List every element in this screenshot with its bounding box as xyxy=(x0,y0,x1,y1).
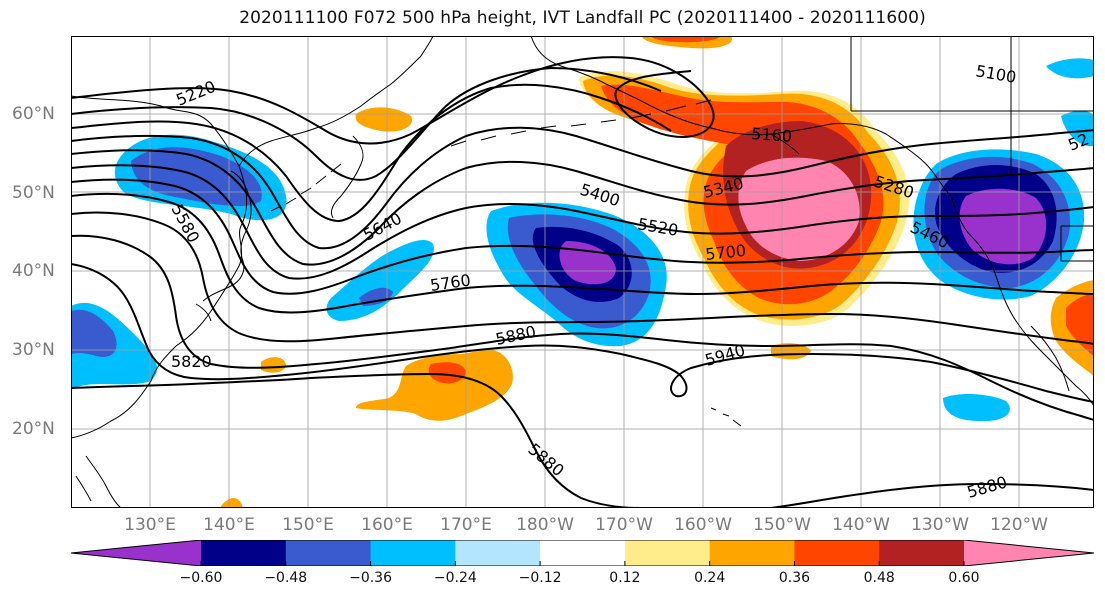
colorbar-tick-label: −0.60 xyxy=(179,570,223,586)
negative-ivt-region xyxy=(943,394,1010,422)
map-plot: 5220 5580 5640 5760 5820 5880 5400 5520 … xyxy=(71,36,1094,508)
colorbar-segment xyxy=(370,540,456,566)
lon-label: 160°E xyxy=(361,515,413,535)
lon-label: 150°E xyxy=(282,515,334,535)
lat-label: 50°N xyxy=(12,183,55,203)
colorbar-tick-label: −0.12 xyxy=(518,570,562,586)
lon-label: 120°W xyxy=(990,515,1048,535)
positive-ivt-region xyxy=(221,498,243,508)
colorbar-segment xyxy=(879,540,965,566)
lat-label: 60°N xyxy=(12,104,55,124)
height-contours xyxy=(71,56,1094,508)
negative-ivt-region xyxy=(71,302,158,388)
lon-label: 160°W xyxy=(674,515,732,535)
colorbar-tick-label: 0.60 xyxy=(948,570,980,586)
colorbar-segment xyxy=(455,540,541,566)
negative-ivt-region xyxy=(1061,110,1094,147)
colorbar-tick-label: 0.12 xyxy=(609,570,641,586)
lon-label: 170°E xyxy=(440,515,492,535)
lat-label: 30°N xyxy=(12,340,55,360)
negative-ivt-region xyxy=(1046,58,1094,79)
colorbar-extend-min xyxy=(71,540,201,566)
colorbar-tick-label: 0.36 xyxy=(778,570,811,586)
contour-label: 5820 xyxy=(171,352,212,371)
coastlines xyxy=(71,36,1094,508)
lon-label: 130°E xyxy=(124,515,176,535)
map-border xyxy=(71,36,1094,508)
positive-ivt-region xyxy=(356,349,513,421)
colorbar-tick-label: −0.24 xyxy=(433,570,477,586)
figure-title: 2020111100 F072 500 hPa height, IVT Land… xyxy=(239,8,926,28)
colorbar-segment xyxy=(201,540,287,566)
lat-label: 20°N xyxy=(12,419,55,439)
lon-label: 150°W xyxy=(753,515,811,535)
positive-ivt-region xyxy=(355,107,412,132)
colorbar-tick-label: 0.48 xyxy=(863,570,895,586)
colorbar-segment xyxy=(285,540,372,566)
lon-label: 140°E xyxy=(203,515,255,535)
lat-label: 40°N xyxy=(12,261,55,281)
positive-ivt-region xyxy=(261,357,286,373)
colorbar-tick-label: 0.24 xyxy=(694,570,726,586)
colorbar-segment xyxy=(709,540,795,566)
colorbar-tick-label: −0.36 xyxy=(349,570,392,586)
lon-label: 170°W xyxy=(595,515,653,535)
gridlines xyxy=(71,36,1094,508)
colorbar-segment xyxy=(540,540,626,566)
colorbar-segment xyxy=(624,540,711,566)
contour-label: 5160 xyxy=(751,124,793,146)
contour-label: 5700 xyxy=(704,241,746,264)
colorbar-extend-max xyxy=(964,540,1094,566)
colorbar-tick-label: −0.48 xyxy=(264,570,308,586)
positive-ivt-region xyxy=(1050,280,1094,376)
colorbar-segment xyxy=(794,540,880,566)
lon-label: 130°W xyxy=(911,515,969,535)
colorbar xyxy=(71,540,1094,566)
lon-label: 180°W xyxy=(516,515,574,535)
positive-ivt-region xyxy=(579,71,910,326)
lon-label: 140°W xyxy=(832,515,890,535)
